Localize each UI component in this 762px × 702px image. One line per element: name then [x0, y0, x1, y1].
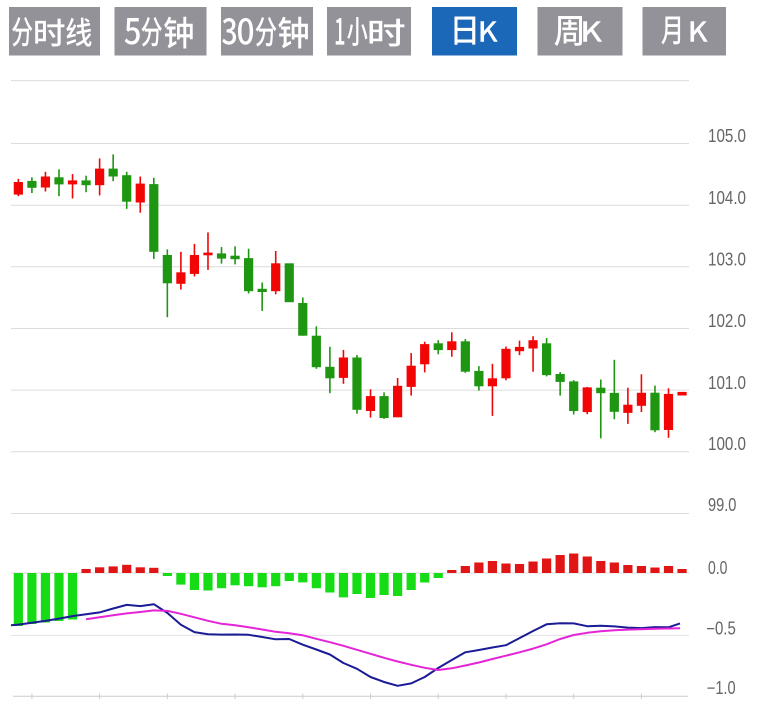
svg-text:−0.5: −0.5 — [706, 618, 736, 638]
svg-text:104.0: 104.0 — [708, 188, 746, 208]
svg-text:0.0: 0.0 — [708, 558, 727, 578]
svg-text:101.0: 101.0 — [708, 373, 746, 393]
svg-text:102.0: 102.0 — [708, 311, 746, 331]
svg-text:99.0: 99.0 — [708, 495, 736, 515]
svg-text:−1.0: −1.0 — [707, 678, 736, 698]
svg-text:105.0: 105.0 — [708, 126, 746, 146]
svg-text:100.0: 100.0 — [708, 434, 746, 454]
svg-text:103.0: 103.0 — [708, 250, 746, 270]
